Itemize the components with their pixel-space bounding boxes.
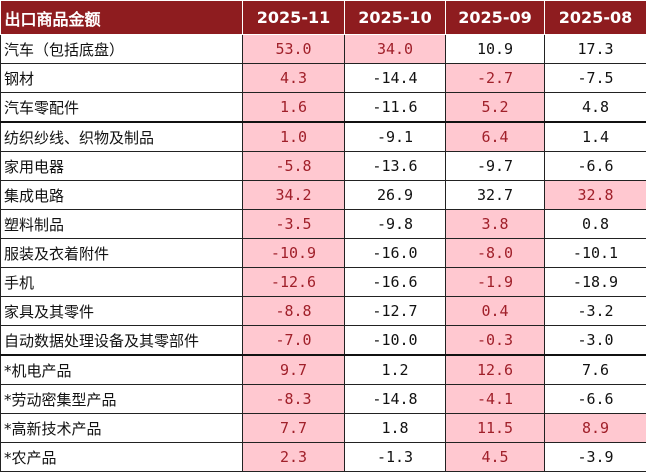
row-label: 纺织纱线、织物及制品 bbox=[1, 122, 243, 152]
value-cell: 0.8 bbox=[545, 210, 646, 239]
value-cell: 9.7 bbox=[243, 355, 345, 385]
value-cell: -3.9 bbox=[545, 443, 646, 472]
row-label: 服装及衣着附件 bbox=[1, 239, 243, 268]
value-cell: 1.0 bbox=[243, 122, 345, 152]
value-cell: -12.7 bbox=[345, 297, 446, 326]
header-month: 2025-10 bbox=[345, 1, 446, 35]
value-cell: -1.9 bbox=[446, 268, 545, 297]
value-cell: 1.6 bbox=[243, 93, 345, 123]
value-cell: -9.7 bbox=[446, 152, 545, 181]
value-cell: -9.8 bbox=[345, 210, 446, 239]
row-label: 自动数据处理设备及其零部件 bbox=[1, 326, 243, 356]
value-cell: 6.4 bbox=[446, 122, 545, 152]
value-cell: 11.5 bbox=[446, 414, 545, 443]
header-month: 2025-08 bbox=[545, 1, 646, 35]
value-cell: 8.9 bbox=[545, 414, 646, 443]
value-cell: 7.7 bbox=[243, 414, 345, 443]
value-cell: -16.6 bbox=[345, 268, 446, 297]
table-row: *劳动密集型产品-8.3-14.8-4.1-6.6 bbox=[1, 385, 646, 414]
value-cell: -3.5 bbox=[243, 210, 345, 239]
row-label: 汽车（包括底盘） bbox=[1, 35, 243, 64]
value-cell: -12.6 bbox=[243, 268, 345, 297]
row-label: *机电产品 bbox=[1, 355, 243, 385]
row-label: 手机 bbox=[1, 268, 243, 297]
value-cell: 0.4 bbox=[446, 297, 545, 326]
value-cell: 2.3 bbox=[243, 443, 345, 472]
value-cell: -10.0 bbox=[345, 326, 446, 356]
value-cell: -9.1 bbox=[345, 122, 446, 152]
value-cell: -8.0 bbox=[446, 239, 545, 268]
value-cell: -6.6 bbox=[545, 152, 646, 181]
value-cell: 4.3 bbox=[243, 64, 345, 93]
row-label: 塑料制品 bbox=[1, 210, 243, 239]
value-cell: 34.2 bbox=[243, 181, 345, 210]
value-cell: -7.5 bbox=[545, 64, 646, 93]
value-cell: 1.2 bbox=[345, 355, 446, 385]
value-cell: 26.9 bbox=[345, 181, 446, 210]
value-cell: -10.9 bbox=[243, 239, 345, 268]
row-label: 家具及其零件 bbox=[1, 297, 243, 326]
table-row: 家用电器-5.8-13.6-9.7-6.6 bbox=[1, 152, 646, 181]
value-cell: -16.0 bbox=[345, 239, 446, 268]
row-label: 集成电路 bbox=[1, 181, 243, 210]
value-cell: -7.0 bbox=[243, 326, 345, 356]
value-cell: 1.8 bbox=[345, 414, 446, 443]
header-category: 出口商品金额 bbox=[1, 1, 243, 35]
row-label: *劳动密集型产品 bbox=[1, 385, 243, 414]
value-cell: -10.1 bbox=[545, 239, 646, 268]
table-row: 服装及衣着附件-10.9-16.0-8.0-10.1 bbox=[1, 239, 646, 268]
row-label: *高新技术产品 bbox=[1, 414, 243, 443]
value-cell: 4.8 bbox=[545, 93, 646, 123]
table-row: 自动数据处理设备及其零部件-7.0-10.0-0.3-3.0 bbox=[1, 326, 646, 356]
row-label: *农产品 bbox=[1, 443, 243, 472]
value-cell: -3.0 bbox=[545, 326, 646, 356]
value-cell: -8.8 bbox=[243, 297, 345, 326]
value-cell: 17.3 bbox=[545, 35, 646, 64]
value-cell: 1.4 bbox=[545, 122, 646, 152]
value-cell: 32.8 bbox=[545, 181, 646, 210]
value-cell: -4.1 bbox=[446, 385, 545, 414]
value-cell: -14.8 bbox=[345, 385, 446, 414]
value-cell: 32.7 bbox=[446, 181, 545, 210]
value-cell: -14.4 bbox=[345, 64, 446, 93]
value-cell: 53.0 bbox=[243, 35, 345, 64]
value-cell: 3.8 bbox=[446, 210, 545, 239]
value-cell: 10.9 bbox=[446, 35, 545, 64]
row-label: 汽车零配件 bbox=[1, 93, 243, 123]
row-label: 家用电器 bbox=[1, 152, 243, 181]
value-cell: -11.6 bbox=[345, 93, 446, 123]
header-month: 2025-11 bbox=[243, 1, 345, 35]
value-cell: -5.8 bbox=[243, 152, 345, 181]
value-cell: -2.7 bbox=[446, 64, 545, 93]
value-cell: 34.0 bbox=[345, 35, 446, 64]
value-cell: 4.5 bbox=[446, 443, 545, 472]
header-row: 出口商品金额 2025-11 2025-10 2025-09 2025-08 bbox=[1, 1, 646, 35]
value-cell: -13.6 bbox=[345, 152, 446, 181]
value-cell: -8.3 bbox=[243, 385, 345, 414]
row-label: 钢材 bbox=[1, 64, 243, 93]
value-cell: -1.3 bbox=[345, 443, 446, 472]
value-cell: 7.6 bbox=[545, 355, 646, 385]
value-cell: -6.6 bbox=[545, 385, 646, 414]
value-cell: -18.9 bbox=[545, 268, 646, 297]
header-month: 2025-09 bbox=[446, 1, 545, 35]
table-row: 手机-12.6-16.6-1.9-18.9 bbox=[1, 268, 646, 297]
value-cell: 5.2 bbox=[446, 93, 545, 123]
value-cell: 12.6 bbox=[446, 355, 545, 385]
value-cell: -0.3 bbox=[446, 326, 545, 356]
value-cell: -3.2 bbox=[545, 297, 646, 326]
